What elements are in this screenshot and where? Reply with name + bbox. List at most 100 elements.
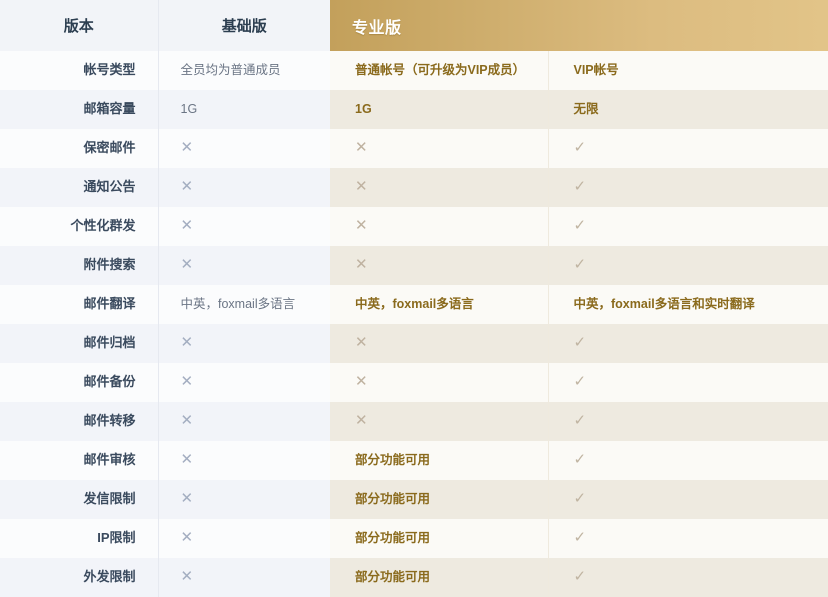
cell-basic: ✕	[157, 402, 330, 441]
table-row: 通知公告 ✕ ✕ ✓	[0, 168, 828, 207]
check-icon: ✓	[573, 412, 587, 430]
table-header-row: 版本 基础版 专业版	[0, 0, 828, 51]
feature-label-cell: 通知公告	[0, 168, 158, 207]
table-row: 邮件审核 ✕ 部分功能可用 ✓	[0, 441, 828, 480]
cross-icon: ✕	[180, 178, 194, 196]
cell-proplus: ✓	[547, 324, 828, 363]
feature-label-cell: IP限制	[0, 519, 158, 558]
cell-pro: 部分功能可用	[330, 558, 548, 597]
cell-basic: ✕	[157, 480, 330, 519]
cell-pro: ✕	[330, 207, 548, 246]
cell-pro: ✕	[330, 324, 548, 363]
cell-pro: ✕	[330, 402, 548, 441]
column-header-professional: 专业版	[330, 0, 828, 51]
cross-icon: ✕	[180, 568, 194, 586]
table-row: 外发限制 ✕ 部分功能可用 ✓	[0, 558, 828, 597]
check-icon: ✓	[573, 217, 587, 235]
feature-label-cell: 保密邮件	[0, 129, 158, 168]
column-header-feature: 版本	[0, 0, 158, 51]
table-row: 邮箱容量 1G 1G 无限	[0, 90, 828, 129]
table-body: 帐号类型 全员均为普通成员 普通帐号（可升级为VIP成员） VIP帐号 邮箱容量 1G 1G…	[0, 51, 828, 597]
feature-label-cell: 邮箱容量	[0, 90, 158, 129]
cross-icon: ✕	[180, 334, 194, 352]
feature-label-cell: 邮件转移	[0, 402, 158, 441]
cell-pro: 部分功能可用	[330, 441, 548, 480]
check-icon: ✓	[573, 139, 587, 157]
check-icon: ✓	[573, 334, 587, 352]
cell-proplus: ✓	[547, 480, 828, 519]
cell-basic: ✕	[157, 207, 330, 246]
table-row: 邮件归档 ✕ ✕ ✓	[0, 324, 828, 363]
cross-icon: ✕	[180, 139, 194, 157]
cell-pro: 普通帐号（可升级为VIP成员）	[330, 51, 548, 90]
cross-icon: ✕	[355, 373, 368, 391]
cell-proplus: ✓	[547, 246, 828, 285]
cross-icon: ✕	[355, 412, 368, 430]
feature-label-cell: 外发限制	[0, 558, 158, 597]
table-row: 保密邮件 ✕ ✕ ✓	[0, 129, 828, 168]
cross-icon: ✕	[180, 256, 194, 274]
table-row: 个性化群发 ✕ ✕ ✓	[0, 207, 828, 246]
cell-pro: 中英，foxmail多语言	[330, 285, 548, 324]
cell-proplus: 无限	[547, 90, 828, 129]
cell-basic: ✕	[157, 363, 330, 402]
cell-pro: 部分功能可用	[330, 519, 548, 558]
cell-proplus: 中英，foxmail多语言和实时翻译	[547, 285, 828, 324]
table-row: 发信限制 ✕ 部分功能可用 ✓	[0, 480, 828, 519]
cell-pro: 1G	[330, 90, 548, 129]
cell-basic: 中英，foxmail多语言	[157, 285, 330, 324]
cross-icon: ✕	[180, 490, 194, 508]
cell-proplus: ✓	[547, 168, 828, 207]
cross-icon: ✕	[180, 412, 194, 430]
cross-icon: ✕	[355, 139, 368, 157]
table-row: 附件搜索 ✕ ✕ ✓	[0, 246, 828, 285]
cell-basic: ✕	[157, 558, 330, 597]
cross-icon: ✕	[180, 373, 194, 391]
cell-proplus: ✓	[547, 207, 828, 246]
cell-basic: ✕	[157, 246, 330, 285]
check-icon: ✓	[573, 568, 587, 586]
cell-basic: 全员均为普通成员	[157, 51, 330, 90]
table-row: 邮件转移 ✕ ✕ ✓	[0, 402, 828, 441]
column-header-basic: 基础版	[157, 0, 330, 51]
check-icon: ✓	[573, 256, 587, 274]
cross-icon: ✕	[355, 178, 368, 196]
cross-icon: ✕	[355, 217, 368, 235]
cell-basic: ✕	[157, 168, 330, 207]
table-row: 帐号类型 全员均为普通成员 普通帐号（可升级为VIP成员） VIP帐号	[0, 51, 828, 90]
check-icon: ✓	[573, 529, 587, 547]
cell-proplus: ✓	[547, 402, 828, 441]
cross-icon: ✕	[355, 256, 368, 274]
feature-label-cell: 邮件翻译	[0, 285, 158, 324]
cell-basic: ✕	[157, 324, 330, 363]
cell-proplus: ✓	[547, 558, 828, 597]
cell-proplus: ✓	[547, 441, 828, 480]
feature-label-cell: 帐号类型	[0, 51, 158, 90]
table-header: 版本 基础版 专业版	[0, 0, 828, 51]
table-row: 邮件备份 ✕ ✕ ✓	[0, 363, 828, 402]
cell-pro: ✕	[330, 168, 548, 207]
cell-proplus: VIP帐号	[547, 51, 828, 90]
cross-icon: ✕	[355, 334, 368, 352]
table-row: IP限制 ✕ 部分功能可用 ✓	[0, 519, 828, 558]
cell-basic: ✕	[157, 441, 330, 480]
cross-icon: ✕	[180, 451, 194, 469]
cell-basic: ✕	[157, 129, 330, 168]
feature-label-cell: 邮件备份	[0, 363, 158, 402]
check-icon: ✓	[573, 178, 587, 196]
cell-basic: ✕	[157, 519, 330, 558]
cell-proplus: ✓	[547, 129, 828, 168]
cell-pro: ✕	[330, 246, 548, 285]
cell-pro: ✕	[330, 363, 548, 402]
cross-icon: ✕	[180, 217, 194, 235]
feature-label-cell: 发信限制	[0, 480, 158, 519]
feature-label-cell: 邮件归档	[0, 324, 158, 363]
check-icon: ✓	[573, 451, 587, 469]
check-icon: ✓	[573, 490, 587, 508]
cell-pro: 部分功能可用	[330, 480, 548, 519]
feature-label-cell: 个性化群发	[0, 207, 158, 246]
cell-proplus: ✓	[547, 363, 828, 402]
cell-proplus: ✓	[547, 519, 828, 558]
cell-basic: 1G	[157, 90, 330, 129]
